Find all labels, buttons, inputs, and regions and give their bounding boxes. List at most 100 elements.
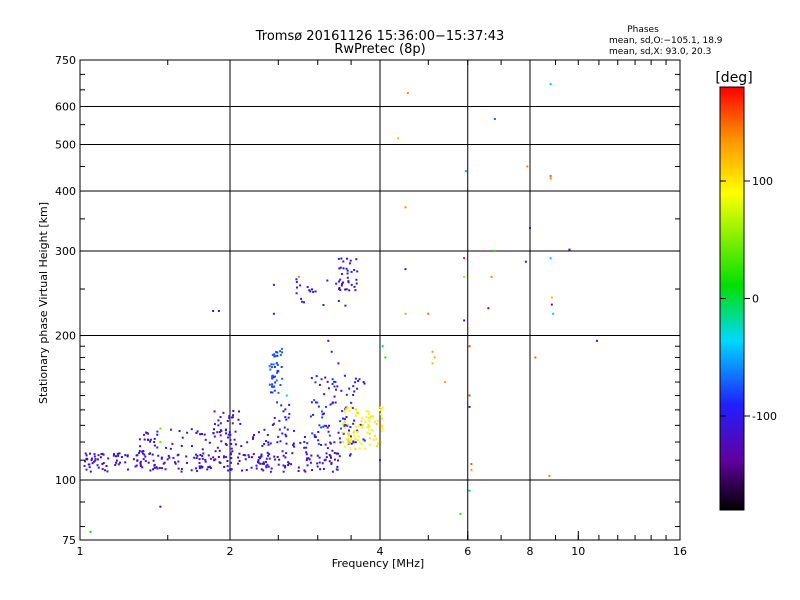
- data-point: [219, 434, 222, 437]
- data-point: [173, 461, 176, 464]
- data-point: [363, 439, 366, 442]
- data-point: [336, 468, 339, 471]
- data-point: [246, 441, 249, 444]
- data-point: [297, 275, 300, 278]
- data-point: [345, 408, 348, 411]
- data-point: [272, 283, 275, 286]
- data-point: [273, 389, 276, 392]
- data-point: [331, 382, 334, 385]
- data-point: [281, 432, 284, 435]
- data-point: [431, 350, 434, 353]
- data-point: [345, 416, 348, 419]
- data-point: [373, 420, 376, 423]
- data-point: [97, 466, 100, 469]
- data-point: [348, 454, 351, 457]
- data-point: [347, 441, 350, 444]
- data-point: [280, 365, 283, 368]
- data-point: [354, 414, 357, 417]
- data-point: [337, 459, 340, 462]
- data-point: [252, 453, 255, 456]
- data-point: [337, 431, 340, 434]
- data-point: [89, 470, 92, 473]
- data-point: [549, 177, 552, 180]
- data-point: [361, 426, 364, 429]
- data-point: [357, 379, 360, 382]
- data-point: [101, 468, 104, 471]
- data-point: [177, 453, 180, 456]
- data-point: [354, 377, 357, 380]
- data-point: [88, 466, 91, 469]
- data-point: [238, 459, 241, 462]
- data-point: [152, 459, 155, 462]
- data-point: [339, 288, 342, 291]
- data-point: [356, 270, 359, 273]
- data-point: [273, 366, 276, 369]
- data-point: [431, 362, 434, 365]
- data-point: [348, 289, 351, 292]
- data-point: [433, 356, 436, 359]
- data-point: [328, 434, 331, 437]
- data-point: [200, 466, 203, 469]
- data-point: [218, 431, 221, 434]
- data-point: [350, 283, 353, 286]
- data-point: [139, 463, 142, 466]
- data-point: [88, 463, 91, 466]
- data-point: [346, 272, 349, 275]
- data-point: [337, 362, 340, 365]
- data-point: [212, 456, 215, 459]
- data-point: [269, 391, 272, 394]
- data-point: [89, 530, 92, 533]
- data-point: [270, 363, 273, 366]
- data-point: [347, 432, 350, 435]
- data-point: [333, 395, 336, 398]
- data-point: [345, 406, 348, 409]
- data-point: [217, 455, 220, 458]
- data-point: [229, 451, 232, 454]
- data-point: [230, 453, 233, 456]
- data-point: [238, 452, 241, 455]
- data-point: [339, 278, 342, 281]
- data-point: [347, 434, 350, 437]
- data-point: [333, 380, 336, 383]
- data-point: [291, 452, 294, 455]
- data-point: [353, 419, 356, 422]
- data-point: [338, 288, 341, 291]
- data-point: [146, 438, 149, 441]
- data-point: [329, 441, 332, 444]
- colorbar-tick-label: -100: [752, 410, 777, 423]
- data-point: [91, 462, 94, 465]
- data-point: [261, 444, 264, 447]
- data-point: [213, 435, 216, 438]
- grid-lines: [79, 60, 681, 540]
- data-point: [334, 380, 337, 383]
- data-point: [468, 489, 471, 492]
- data-point: [267, 443, 270, 446]
- data-point: [151, 468, 154, 471]
- data-point: [330, 350, 333, 353]
- data-point: [277, 463, 280, 466]
- data-point: [341, 410, 344, 413]
- data-point: [329, 403, 332, 406]
- y-tick-label: 300: [55, 245, 76, 258]
- data-point: [90, 457, 93, 460]
- data-point: [94, 459, 97, 462]
- data-point: [97, 454, 100, 457]
- data-point: [346, 257, 349, 260]
- data-point: [157, 454, 160, 457]
- data-point: [193, 456, 196, 459]
- data-point: [356, 430, 359, 433]
- data-point: [352, 431, 355, 434]
- data-point: [255, 467, 258, 470]
- data-point: [185, 461, 188, 464]
- data-point: [271, 391, 274, 394]
- data-point: [404, 268, 407, 271]
- data-point: [339, 266, 342, 269]
- data-point: [380, 408, 383, 411]
- data-point: [252, 437, 255, 440]
- data-point: [271, 383, 274, 386]
- data-point: [269, 442, 272, 445]
- data-point: [232, 414, 235, 417]
- data-point: [378, 406, 381, 409]
- data-point: [230, 461, 233, 464]
- data-point: [470, 462, 473, 465]
